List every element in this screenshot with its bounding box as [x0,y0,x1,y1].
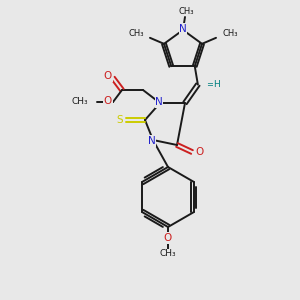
Text: CH₃: CH₃ [178,7,194,16]
Text: O: O [164,233,172,243]
Text: H: H [214,80,220,89]
Text: =: = [206,80,214,89]
Text: O: O [195,147,203,157]
Text: CH₃: CH₃ [128,29,144,38]
Text: CH₃: CH₃ [71,97,88,106]
Text: N: N [148,136,156,146]
Text: N: N [155,97,163,107]
Text: S: S [117,115,123,125]
Text: O: O [104,71,112,81]
Text: N: N [179,24,187,34]
Text: CH₃: CH₃ [160,250,176,259]
Text: O: O [104,96,112,106]
Text: CH₃: CH₃ [222,29,238,38]
